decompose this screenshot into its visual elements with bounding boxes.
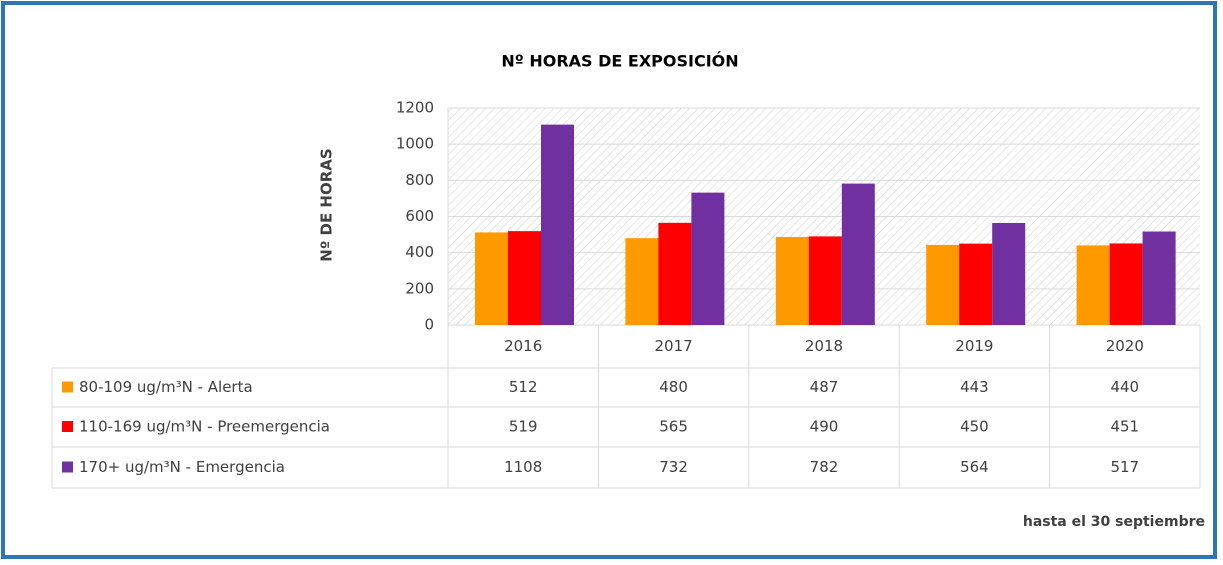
bar: [841, 183, 875, 325]
bar: [1142, 231, 1176, 325]
table-value: 490: [810, 418, 839, 436]
bar: [475, 232, 508, 325]
table-value: 443: [960, 378, 989, 396]
bar: [992, 223, 1026, 325]
x-tick-label: 2018: [805, 337, 843, 355]
bar: [541, 124, 574, 326]
y-axis-label: Nº DE HORAS: [318, 148, 336, 261]
bar: [1076, 245, 1110, 325]
table-value: 564: [960, 458, 989, 476]
y-tick-label: 600: [405, 207, 434, 225]
x-tick-label: 2016: [504, 337, 542, 355]
legend-label: 110-169 ug/m³N - Preemergencia: [79, 418, 330, 436]
bar: [625, 238, 659, 325]
y-tick-label: 400: [405, 243, 434, 261]
table-value: 565: [659, 418, 688, 436]
table-value: 1108: [504, 458, 542, 476]
y-tick-label: 800: [405, 171, 434, 189]
table-value: 451: [1110, 418, 1139, 436]
footnote: hasta el 30 septiembre: [1023, 514, 1205, 530]
legend-swatch: [62, 381, 73, 393]
table-value: 440: [1110, 378, 1139, 396]
legend-swatch: [62, 421, 73, 432]
table-value: 732: [659, 458, 688, 476]
bar: [1109, 243, 1143, 325]
x-tick-label: 2020: [1106, 337, 1144, 355]
y-tick-label: 0: [424, 316, 434, 334]
legend-label: 170+ ug/m³N - Emergencia: [79, 458, 285, 476]
table-value: 512: [509, 378, 538, 396]
table-value: 480: [659, 378, 688, 396]
table-value: 519: [509, 418, 538, 436]
bar: [926, 244, 960, 325]
legend-label: 80-109 ug/m³N - Alerta: [79, 378, 253, 396]
x-tick-label: 2017: [655, 337, 693, 355]
table-value: 487: [810, 378, 839, 396]
table-value: 450: [960, 418, 989, 436]
y-tick-label: 1000: [396, 135, 434, 153]
table-value: 517: [1110, 458, 1139, 476]
bar: [959, 243, 993, 325]
legend-swatch: [62, 461, 73, 473]
y-tick-label: 200: [405, 279, 434, 297]
bar: [508, 231, 541, 325]
x-tick-label: 2019: [955, 337, 993, 355]
bar: [691, 192, 725, 325]
bar: [658, 222, 692, 325]
bar: [808, 236, 842, 325]
y-tick-label: 1200: [396, 99, 434, 117]
table-value: 782: [810, 458, 839, 476]
chart-title: Nº HORAS DE EXPOSICIÓN: [501, 52, 738, 71]
bar: [775, 236, 809, 325]
